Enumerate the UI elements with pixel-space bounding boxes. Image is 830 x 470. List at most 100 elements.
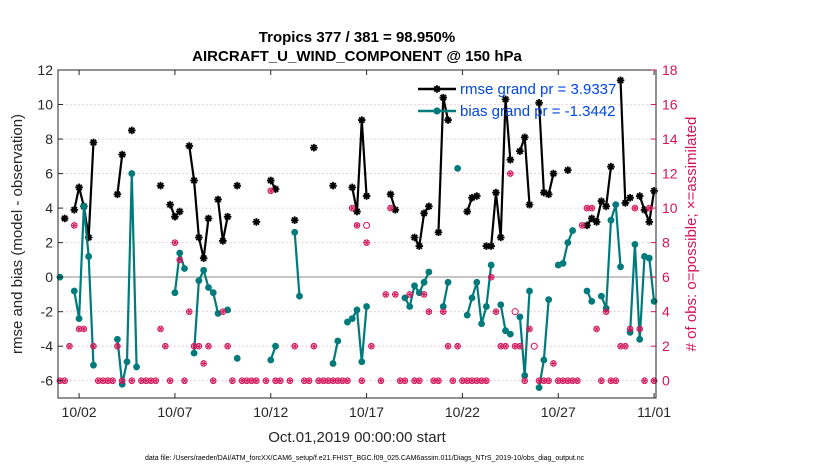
bias-line bbox=[192, 269, 220, 354]
bias-point bbox=[612, 201, 620, 209]
obs-assimilated-stroke bbox=[211, 378, 215, 384]
obs-assimilated-ring bbox=[401, 377, 409, 385]
obs-assimilated-ring bbox=[157, 325, 164, 333]
obs-assimilated-point bbox=[253, 377, 260, 385]
obs-assimilated-ring bbox=[262, 377, 270, 385]
obs-assimilated-point bbox=[622, 342, 629, 350]
rmse-point-stroke bbox=[118, 151, 126, 158]
rmse-point-stroke bbox=[617, 77, 624, 84]
rmse-point bbox=[587, 214, 596, 223]
rmse-point-stroke bbox=[128, 127, 136, 134]
obs-assimilated-ring bbox=[70, 222, 78, 229]
obs-assimilated-stroke bbox=[316, 378, 321, 384]
obs-assimilated-point bbox=[200, 360, 207, 367]
rmse-point bbox=[549, 169, 558, 178]
obs-assimilated-ring bbox=[253, 377, 260, 385]
obs-assimilated-point bbox=[550, 360, 557, 367]
obs-assimilated-ring bbox=[492, 308, 500, 315]
rmse-point-stroke bbox=[444, 116, 452, 124]
rmse-point bbox=[362, 192, 371, 200]
rmse-point-stroke bbox=[497, 234, 505, 241]
bias-point bbox=[353, 306, 361, 314]
rmse-point bbox=[290, 216, 299, 224]
obs-assimilated-stroke bbox=[364, 240, 369, 246]
rmse-point-stroke bbox=[310, 144, 318, 152]
obs-assimilated-stroke bbox=[628, 326, 632, 332]
rmse-point bbox=[214, 195, 222, 204]
obs-assimilated-stroke bbox=[336, 378, 340, 384]
obs-assimilated-ring bbox=[406, 291, 414, 298]
obs-assimilated-point bbox=[439, 308, 447, 315]
obs-assimilated-point bbox=[492, 308, 500, 315]
obs-assimilated-ring bbox=[526, 325, 533, 333]
obs-assimilated-ring bbox=[80, 325, 88, 333]
obs-assimilated-stroke bbox=[168, 378, 172, 384]
y-right-tick-label: 0 bbox=[662, 373, 670, 389]
bias-point bbox=[75, 315, 83, 322]
obs-assimilated-ring bbox=[368, 342, 375, 350]
obs-assimilated-stroke bbox=[192, 343, 196, 349]
rmse-point-stroke bbox=[607, 163, 615, 170]
rmse-point-stroke bbox=[588, 215, 596, 222]
obs-assimilated-stroke bbox=[637, 326, 642, 332]
obs-assimilated-point bbox=[387, 204, 394, 212]
obs-assimilated-stroke bbox=[460, 378, 465, 384]
rmse-point-stroke bbox=[214, 196, 222, 203]
rmse-point-stroke bbox=[75, 184, 83, 191]
y-tick-label: -4 bbox=[41, 338, 54, 354]
plot-area bbox=[56, 69, 658, 399]
rmse-point-stroke bbox=[435, 228, 442, 236]
obs-assimilated-stroke bbox=[360, 378, 364, 384]
obs-assimilated-ring bbox=[507, 170, 514, 177]
obs-assimilated-ring bbox=[545, 377, 552, 385]
rmse-point bbox=[626, 193, 634, 202]
obs-assimilated-stroke bbox=[594, 326, 599, 332]
obs-assimilated-stroke bbox=[499, 343, 503, 349]
obs-assimilated-ring bbox=[209, 377, 217, 385]
obs-assimilated-ring bbox=[631, 204, 639, 212]
y-axis-right-label: # of obs: o=possible; ×=assimilated bbox=[683, 117, 700, 352]
obs-assimilated-stroke bbox=[566, 378, 570, 384]
obs-assimilated-stroke bbox=[407, 291, 412, 297]
legend-rmse-star bbox=[433, 85, 441, 93]
obs-assimilated-point bbox=[305, 377, 313, 385]
x-tick-label: 10/22 bbox=[445, 404, 480, 420]
rmse-point bbox=[410, 233, 419, 242]
obs-assimilated-point bbox=[545, 377, 552, 385]
obs-assimilated-stroke bbox=[106, 378, 110, 384]
obs-assimilated-stroke bbox=[240, 378, 244, 384]
y-right-tick-label: 10 bbox=[662, 200, 678, 216]
obs-assimilated-stroke bbox=[197, 343, 201, 349]
rmse-point bbox=[252, 218, 261, 226]
obs-assimilated-point bbox=[382, 291, 390, 298]
bias-point bbox=[133, 363, 140, 371]
rmse-point-stroke bbox=[190, 177, 198, 184]
obs-assimilated-stroke bbox=[422, 291, 426, 297]
rmse-point-stroke bbox=[219, 237, 227, 245]
rmse-point bbox=[113, 190, 122, 199]
bias-point bbox=[406, 303, 414, 310]
bias-point bbox=[425, 268, 433, 276]
y-tick-label: 12 bbox=[37, 62, 53, 78]
obs-assimilated-stroke bbox=[345, 378, 350, 384]
obs-assimilated-point bbox=[176, 256, 184, 264]
bias-point bbox=[420, 278, 428, 286]
obs-assimilated-stroke bbox=[307, 378, 311, 384]
rmse-point-stroke bbox=[645, 218, 653, 226]
obs-assimilated-stroke bbox=[518, 343, 522, 349]
obs-assimilated-ring bbox=[449, 377, 457, 385]
rmse-point bbox=[348, 183, 357, 192]
obs-assimilated-stroke bbox=[398, 378, 402, 384]
rmse-point-stroke bbox=[550, 170, 557, 177]
obs-assimilated-point bbox=[185, 308, 193, 315]
obs-assimilated-point bbox=[363, 239, 370, 246]
rmse-point-stroke bbox=[535, 99, 543, 107]
bias-point bbox=[334, 337, 342, 345]
obs-assimilated-stroke bbox=[546, 378, 551, 384]
obs-assimilated-ring bbox=[382, 291, 390, 298]
rmse-point bbox=[185, 142, 194, 150]
obs-assimilated-ring bbox=[622, 342, 629, 350]
obs-assimilated-point bbox=[229, 377, 236, 385]
rmse-point bbox=[439, 93, 448, 102]
obs-assimilated-stroke bbox=[355, 222, 359, 228]
